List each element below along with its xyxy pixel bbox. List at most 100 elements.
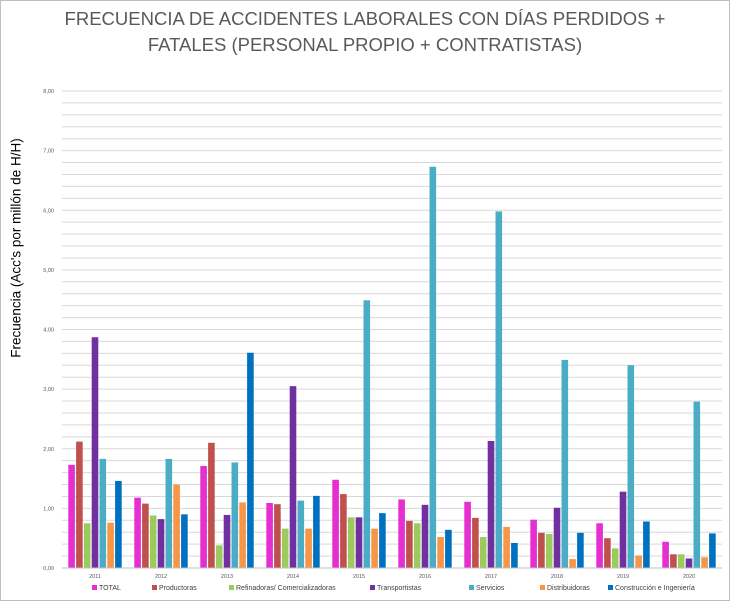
bar [635,555,642,568]
bar [429,166,437,568]
bar [709,533,716,568]
x-tick-label: 2012 [155,574,167,580]
legend-label: TOTAL [99,585,121,592]
x-tick-label: 2015 [353,574,365,580]
bar [693,401,701,568]
bar [68,464,75,568]
bar [239,502,246,568]
bar [627,365,635,568]
bar [643,521,650,568]
bar [670,554,677,568]
bar [569,559,576,568]
bar [347,517,355,568]
bar [107,522,114,568]
legend-label: Construcción e Ingeniería [615,585,695,592]
bar [437,537,444,568]
legend-swatch [229,585,234,590]
x-tick-label: 2014 [287,574,299,580]
bar [208,442,215,568]
y-tick-label: 3,00 [43,387,54,393]
bar [619,491,627,568]
x-tick-label: 2019 [617,574,629,580]
bar [464,501,471,568]
bar [289,386,297,568]
bar [149,515,157,568]
legend-swatch [370,585,375,590]
legend-label: Productoras [159,585,197,592]
series-4 [91,337,693,568]
legend-label: Transportistas [377,585,422,592]
legend-swatch [608,585,613,590]
bar [165,458,173,568]
bar [413,523,421,568]
legend-item: Distribuidoras [540,585,590,592]
bar [91,337,99,568]
bar [472,517,479,568]
bar [313,495,320,568]
bar [398,499,405,568]
bar [231,462,239,568]
bar [479,537,487,568]
y-tick-label: 8,00 [43,89,54,95]
bar [421,504,429,568]
chart-title: FRECUENCIA DE ACCIDENTES LABORALES CON D… [40,6,690,58]
bar [340,494,347,568]
bar [281,528,289,568]
legend-swatch [469,585,474,590]
series-5 [99,166,701,568]
bar [677,554,685,568]
bar [173,484,180,568]
bar [538,532,545,568]
bar [274,504,281,568]
y-tick-label: 4,00 [43,328,54,334]
chart-title-line-2: FATALES (PERSONAL PROPIO + CONTRATISTAS) [147,34,583,55]
y-tick-label: 5,00 [43,268,54,274]
legend-swatch [92,585,97,590]
legend-item: TOTAL [92,585,121,592]
y-tick-label: 7,00 [43,149,54,155]
y-tick-label: 1,00 [43,506,54,512]
bar [553,507,561,568]
bar [223,514,231,568]
bar [99,458,107,568]
bar [662,541,669,568]
bar [545,534,553,568]
bar [530,519,537,568]
bar [134,497,141,568]
bar [371,528,378,568]
bar [76,441,83,568]
bar [511,542,518,568]
bar [487,441,495,568]
bar [215,545,223,568]
legend-swatch [152,585,157,590]
legend-item: Servicios [469,585,505,592]
bar [503,526,510,568]
x-tick-label: 2017 [485,574,497,580]
bar [142,503,149,568]
bar [406,520,413,568]
bar [379,513,386,568]
legend-label: Servicios [476,585,505,592]
legend-item: Construcción e Ingeniería [608,585,695,592]
x-tick-label: 2011 [89,574,101,580]
bar [685,558,693,568]
legend-item: Refinadoras/ Comercializadoras [229,585,336,592]
y-tick-label: 0,00 [43,566,54,572]
bar [604,538,611,568]
series-3 [83,515,685,568]
bar [305,528,312,568]
legend-item: Transportistas [370,585,422,592]
legend-label: Refinadoras/ Comercializadoras [236,585,336,592]
bar [83,523,91,568]
bar [181,514,188,568]
series-2 [76,441,677,568]
series-6 [107,484,708,568]
bar [115,480,122,568]
x-tick-label: 2013 [221,574,233,580]
bar [363,300,371,568]
bar [266,503,273,568]
bar [157,519,165,568]
bar [247,352,254,568]
bar [561,359,569,568]
